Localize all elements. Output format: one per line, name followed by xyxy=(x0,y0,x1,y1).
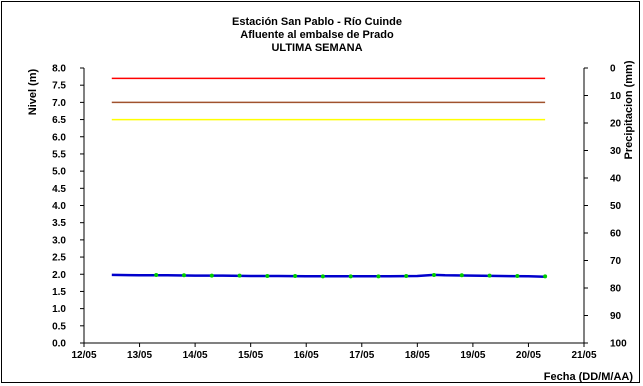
y-tick-label: 3.5 xyxy=(52,218,66,229)
y2-tick-label: 0 xyxy=(610,64,616,75)
data-point xyxy=(543,274,548,279)
x-tick-label: 15/05 xyxy=(238,350,263,361)
data-point xyxy=(237,273,242,278)
data-point xyxy=(432,272,436,277)
y-tick-label: 6.5 xyxy=(52,115,66,126)
data-point xyxy=(487,273,492,278)
x-tick-label: 21/05 xyxy=(571,350,596,361)
y-tick-label: 0.0 xyxy=(52,339,66,350)
y2-tick-label: 60 xyxy=(610,229,622,240)
y2-tick-label: 20 xyxy=(610,119,622,130)
x-tick-label: 14/05 xyxy=(183,350,208,361)
x-tick-label: 19/05 xyxy=(460,350,485,361)
data-point xyxy=(348,274,353,279)
axes: 0.0 0.5 1.0 1.5 2.0 2.5 3.0 3.5 4.0 4.5 5.0 5.5 6.0 6… xyxy=(52,64,627,362)
threshold-lines xyxy=(111,77,546,121)
y2-tick-label: 50 xyxy=(610,201,622,212)
y-tick-label: 2.5 xyxy=(52,253,66,264)
data-point xyxy=(376,274,381,279)
data-point xyxy=(320,274,325,279)
y-tick-label: 1.5 xyxy=(52,287,66,298)
y2-tick-label: 10 xyxy=(610,91,622,102)
y2-axis-label: Precipitacion (mm) xyxy=(623,60,635,159)
data-point xyxy=(265,273,270,278)
y-tick-label: 5.5 xyxy=(52,149,66,160)
y2-tick-label: 70 xyxy=(610,256,622,267)
y-tick-label: 6.0 xyxy=(52,132,66,143)
y-tick-label: 8.0 xyxy=(52,64,66,75)
data-point xyxy=(209,273,214,278)
data-point xyxy=(459,273,464,278)
x-axis-label: Fecha (DD/M/AA) xyxy=(544,371,634,383)
data-point xyxy=(404,273,409,278)
chart-subtitle-period: ULTIMA SEMANA xyxy=(271,42,362,54)
y-tick-label: 4.0 xyxy=(52,201,66,212)
y-tick-label: 0.5 xyxy=(52,321,66,332)
x-tick-label: 20/05 xyxy=(516,350,541,361)
y-tick-label: 1.0 xyxy=(52,304,66,315)
x-tick-label: 13/05 xyxy=(127,350,152,361)
x-tick-label: 18/05 xyxy=(405,350,430,361)
chart-subtitle: Afluente al embalse de Prado xyxy=(240,29,394,41)
data-point xyxy=(293,273,298,278)
y-tick-label: 4.5 xyxy=(52,184,66,195)
y2-tick-label: 30 xyxy=(610,146,622,157)
series-line-0 xyxy=(111,273,546,278)
y2-tick-label: 80 xyxy=(610,284,622,295)
y-axis-label: Nivel (m) xyxy=(27,68,39,115)
y2-tick-label: 90 xyxy=(610,311,622,322)
y-tick-label: 5.0 xyxy=(52,167,66,178)
series-layer xyxy=(111,272,548,279)
y-tick-label: 3.0 xyxy=(52,235,66,246)
chart-title: Estación San Pablo - Río Cuinde xyxy=(232,16,402,28)
y-tick-label: 2.0 xyxy=(52,270,66,281)
y2-tick-label: 100 xyxy=(610,339,627,350)
y-tick-label: 7.5 xyxy=(52,81,66,92)
data-point xyxy=(515,273,520,278)
x-tick-label: 12/05 xyxy=(71,350,96,361)
x-tick-label: 17/05 xyxy=(349,350,374,361)
data-point xyxy=(182,273,186,278)
x-tick-label: 16/05 xyxy=(294,350,319,361)
data-point xyxy=(154,272,159,277)
y-tick-label: 7.0 xyxy=(52,98,66,109)
y2-tick-label: 40 xyxy=(610,174,622,185)
